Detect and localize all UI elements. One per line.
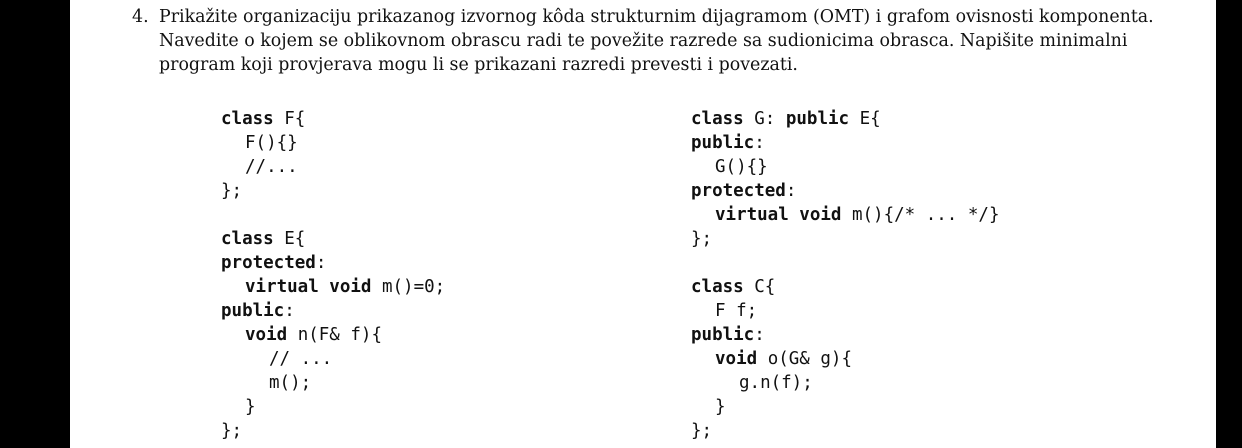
- code-token: G(){}: [715, 157, 768, 177]
- code-token: m();: [269, 373, 312, 393]
- code-token: C{: [743, 277, 776, 297]
- code-keyword: protected: [691, 181, 786, 201]
- question-line: Navedite o kojem se oblikovnom obrascu r…: [159, 31, 1128, 51]
- code-keyword: virtual void: [715, 205, 842, 225]
- code-token: :: [754, 133, 765, 153]
- code-line: };: [221, 179, 242, 203]
- code-line: void n(F& f){: [245, 323, 382, 347]
- code-token: }: [715, 397, 726, 417]
- code-token: :: [315, 253, 327, 273]
- code-line: m();: [269, 371, 311, 395]
- code-line: void o(G& g){: [715, 347, 852, 371]
- code-token: }: [245, 397, 256, 417]
- code-token: // ...: [269, 349, 333, 369]
- code-keyword: public: [691, 325, 755, 345]
- code-line: // ...: [269, 347, 332, 371]
- question-number: 4.: [132, 7, 149, 27]
- code-keyword: void: [245, 325, 288, 345]
- code-line: class E{: [221, 227, 305, 251]
- code-keyword: public: [221, 301, 285, 321]
- code-token: };: [221, 181, 243, 201]
- document-page: 4. Prikažite organizaciju prikazanog izv…: [70, 0, 1216, 448]
- code-keyword: void: [715, 349, 758, 369]
- code-line: protected:: [221, 251, 326, 275]
- code-keyword: public: [785, 109, 850, 129]
- code-line: public:: [691, 131, 765, 155]
- code-keyword: class: [691, 109, 744, 129]
- code-line: class C{: [691, 275, 775, 299]
- code-token: :: [754, 325, 765, 345]
- code-token: m(){/* ... */}: [841, 205, 1000, 225]
- code-token: :: [284, 301, 295, 321]
- code-token: //...: [245, 157, 298, 177]
- code-token: g.n(f);: [739, 373, 813, 393]
- code-keyword: class: [221, 109, 274, 129]
- code-token: n(F& f){: [287, 325, 382, 345]
- code-line: virtual void m(){/* ... */}: [715, 203, 999, 227]
- code-keyword: public: [691, 133, 755, 153]
- code-line: };: [691, 419, 712, 443]
- code-token: };: [691, 229, 713, 249]
- code-token: m()=0;: [371, 277, 446, 297]
- code-line: public:: [691, 323, 765, 347]
- question-line: program koji provjerava mogu li se prika…: [159, 55, 798, 75]
- question-line: Prikažite organizaciju prikazanog izvorn…: [159, 7, 1154, 27]
- code-line: public:: [221, 299, 295, 323]
- code-token: };: [691, 421, 713, 441]
- code-keyword: class: [691, 277, 744, 297]
- code-token: E{: [273, 229, 306, 249]
- code-keyword: class: [221, 229, 274, 249]
- code-line: }: [715, 395, 726, 419]
- code-line: };: [221, 419, 242, 443]
- code-token: o(G& g){: [757, 349, 852, 369]
- code-keyword: protected: [221, 253, 316, 273]
- code-line: F f;: [715, 299, 757, 323]
- code-line: };: [691, 227, 712, 251]
- code-line: F(){}: [245, 131, 298, 155]
- code-line: protected:: [691, 179, 796, 203]
- code-token: G:: [743, 109, 786, 129]
- code-token: F f;: [715, 301, 758, 321]
- code-token: :: [785, 181, 797, 201]
- code-line: virtual void m()=0;: [245, 275, 445, 299]
- code-line: G(){}: [715, 155, 768, 179]
- code-token: F(){}: [245, 133, 298, 153]
- code-keyword: virtual void: [245, 277, 372, 297]
- code-line: }: [245, 395, 256, 419]
- code-token: E{: [849, 109, 881, 129]
- code-line: //...: [245, 155, 298, 179]
- code-line: class F{: [221, 107, 305, 131]
- code-line: g.n(f);: [739, 371, 813, 395]
- code-line: class G: public E{: [691, 107, 881, 131]
- code-token: F{: [273, 109, 306, 129]
- code-token: };: [221, 421, 243, 441]
